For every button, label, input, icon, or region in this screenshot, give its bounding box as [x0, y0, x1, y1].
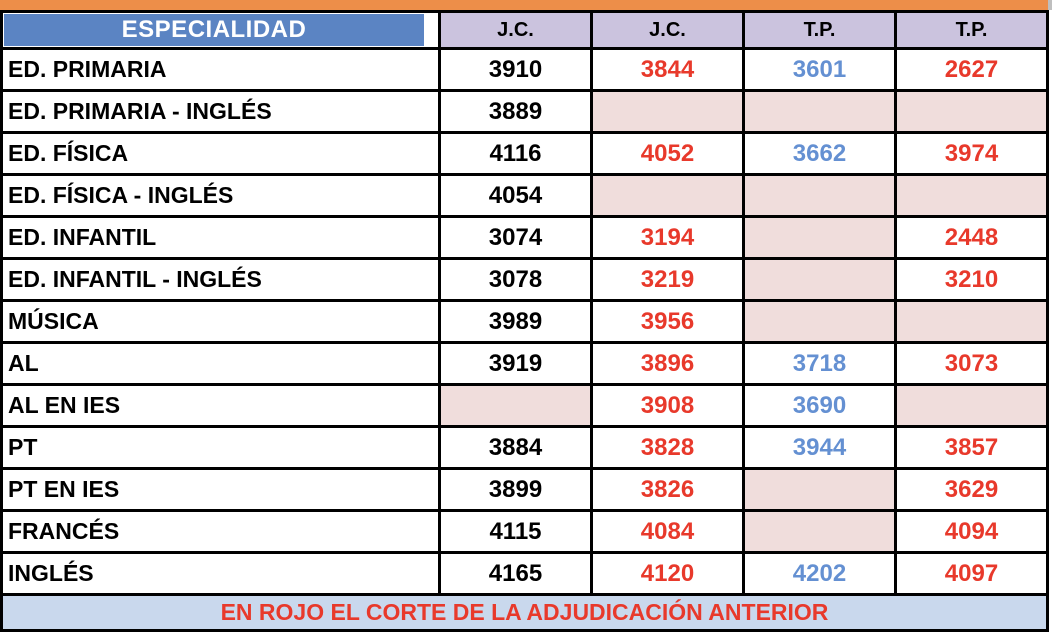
value-cell: 4202 [742, 551, 897, 596]
cutoff-scores-table: ESPECIALIDAD J.C. J.C. T.P. T.P. ED. PRI… [0, 10, 1049, 632]
value-cell: 2627 [894, 47, 1049, 92]
specialty-cell: PT [0, 425, 441, 470]
value-cell: 4165 [438, 551, 593, 596]
specialty-cell: ED. FÍSICA - INGLÉS [0, 173, 441, 218]
value-cell: 3910 [438, 47, 593, 92]
table-row: ED. PRIMARIA - INGLÉS 3889 [0, 89, 1049, 134]
empty-cell [894, 383, 1049, 428]
table-row: AL 3919 3896 3718 3073 [0, 341, 1049, 386]
specialty-cell: MÚSICA [0, 299, 441, 344]
empty-cell [742, 299, 897, 344]
footer-legend-note: EN ROJO EL CORTE DE LA ADJUDICACIÓN ANTE… [0, 593, 1049, 632]
value-cell: 3662 [742, 131, 897, 176]
value-cell: 4054 [438, 173, 593, 218]
value-cell: 4097 [894, 551, 1049, 596]
empty-cell [590, 89, 745, 134]
table-row: AL EN IES 3908 3690 [0, 383, 1049, 428]
empty-cell [590, 173, 745, 218]
empty-cell [742, 509, 897, 554]
empty-cell [894, 89, 1049, 134]
value-cell: 3989 [438, 299, 593, 344]
value-cell: 4116 [438, 131, 593, 176]
specialty-cell: FRANCÉS [0, 509, 441, 554]
empty-cell [742, 257, 897, 302]
value-cell: 2448 [894, 215, 1049, 260]
value-cell: 3718 [742, 341, 897, 386]
column-header-jc-2: J.C. [590, 10, 745, 50]
empty-cell [438, 383, 593, 428]
value-cell: 3601 [742, 47, 897, 92]
value-cell: 4052 [590, 131, 745, 176]
value-cell: 3956 [590, 299, 745, 344]
value-cell: 3210 [894, 257, 1049, 302]
table-row: ED. INFANTIL - INGLÉS 3078 3219 3210 [0, 257, 1049, 302]
value-cell: 3974 [894, 131, 1049, 176]
empty-cell [894, 173, 1049, 218]
empty-cell [742, 215, 897, 260]
value-cell: 3194 [590, 215, 745, 260]
value-cell: 4084 [590, 509, 745, 554]
table-row: ED. INFANTIL 3074 3194 2448 [0, 215, 1049, 260]
specialty-cell: PT EN IES [0, 467, 441, 512]
column-header-tp-1: T.P. [742, 10, 897, 50]
specialty-cell: ED. INFANTIL - INGLÉS [0, 257, 441, 302]
value-cell: 4120 [590, 551, 745, 596]
specialty-cell: AL EN IES [0, 383, 441, 428]
specialty-cell: ED. PRIMARIA - INGLÉS [0, 89, 441, 134]
value-cell: 3629 [894, 467, 1049, 512]
specialty-header-cell: ESPECIALIDAD [0, 10, 441, 50]
value-cell: 3844 [590, 47, 745, 92]
value-cell: 3889 [438, 89, 593, 134]
value-cell: 3896 [590, 341, 745, 386]
empty-cell [742, 467, 897, 512]
value-cell: 3857 [894, 425, 1049, 470]
table-row: FRANCÉS 4115 4084 4094 [0, 509, 1049, 554]
value-cell: 3690 [742, 383, 897, 428]
value-cell: 3219 [590, 257, 745, 302]
table-row: INGLÉS 4165 4120 4202 4097 [0, 551, 1049, 596]
table-row: ED. PRIMARIA 3910 3844 3601 2627 [0, 47, 1049, 92]
empty-cell [742, 89, 897, 134]
empty-cell [894, 299, 1049, 344]
table-row: ED. FÍSICA - INGLÉS 4054 [0, 173, 1049, 218]
value-cell: 3944 [742, 425, 897, 470]
gridline-stub [1048, 0, 1052, 10]
especialidad-header: ESPECIALIDAD [4, 14, 424, 46]
table-row: PT EN IES 3899 3826 3629 [0, 467, 1049, 512]
value-cell: 3074 [438, 215, 593, 260]
top-accent-bar [0, 0, 1048, 10]
value-cell: 3078 [438, 257, 593, 302]
table-row: MÚSICA 3989 3956 [0, 299, 1049, 344]
specialty-cell: AL [0, 341, 441, 386]
value-cell: 3919 [438, 341, 593, 386]
value-cell: 3828 [590, 425, 745, 470]
value-cell: 4115 [438, 509, 593, 554]
column-header-tp-2: T.P. [894, 10, 1049, 50]
value-cell: 4094 [894, 509, 1049, 554]
value-cell: 3073 [894, 341, 1049, 386]
footer-row: EN ROJO EL CORTE DE LA ADJUDICACIÓN ANTE… [0, 593, 1049, 632]
column-header-jc-1: J.C. [438, 10, 593, 50]
specialty-cell: ED. INFANTIL [0, 215, 441, 260]
value-cell: 3826 [590, 467, 745, 512]
specialty-cell: ED. PRIMARIA [0, 47, 441, 92]
header-row: ESPECIALIDAD J.C. J.C. T.P. T.P. [0, 10, 1049, 50]
value-cell: 3899 [438, 467, 593, 512]
specialty-cell: INGLÉS [0, 551, 441, 596]
value-cell: 3884 [438, 425, 593, 470]
specialty-cell: ED. FÍSICA [0, 131, 441, 176]
empty-cell [742, 173, 897, 218]
table-row: ED. FÍSICA 4116 4052 3662 3974 [0, 131, 1049, 176]
value-cell: 3908 [590, 383, 745, 428]
table-row: PT 3884 3828 3944 3857 [0, 425, 1049, 470]
